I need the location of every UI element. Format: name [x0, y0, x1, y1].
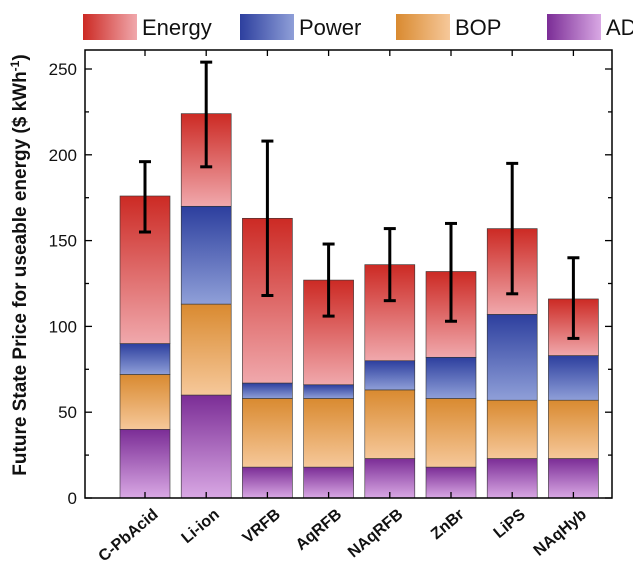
x-category-label: NAqRFB — [345, 506, 406, 561]
bar-c-pbacid-bop — [119, 374, 171, 430]
bar-naqhyb-add — [548, 458, 599, 499]
x-category-label: AqRFB — [293, 506, 345, 554]
y-axis-label-main: Future State Price for useable energy ($… — [10, 71, 31, 475]
bar-li-ion-add — [180, 394, 232, 499]
bar-vrfb-bop — [242, 398, 293, 468]
bar-naqrfb-bop — [364, 389, 416, 459]
x-category-label: Li-ion — [178, 506, 222, 547]
error-bar-vrfb — [261, 139, 274, 298]
x-category-label: ZnBr — [428, 506, 468, 543]
bar-lips-add — [486, 458, 538, 499]
error-bar-naqrfb — [383, 227, 396, 303]
y-axis-label-sup: -1 — [8, 60, 22, 71]
x-category-label: VRFB — [240, 506, 284, 547]
error-bars — [139, 60, 580, 340]
error-bar-aqrfb — [322, 242, 335, 318]
bar-znbr-power — [425, 356, 477, 399]
legend-swatch-energy — [83, 14, 137, 40]
bar-vrfb-power — [242, 382, 293, 399]
x-category-label: C-PbAcid — [95, 506, 161, 565]
bar-znbr-bop — [425, 398, 477, 468]
legend-label-energy: Energy — [142, 15, 212, 40]
legend-label-add: ADD — [606, 15, 633, 40]
y-tick-label: 150 — [49, 232, 77, 251]
x-category-label: NAqHyb — [531, 506, 590, 560]
y-tick-label: 0 — [68, 489, 77, 508]
y-axis-label: Future State Price for useable energy ($… — [8, 54, 31, 475]
error-bar-c-pbacid — [139, 160, 151, 234]
legend-label-bop: BOP — [455, 15, 501, 40]
legend-swatch-add — [547, 14, 601, 40]
y-tick-label: 100 — [49, 317, 77, 336]
bar-li-ion-power — [180, 205, 232, 305]
bar-lips-power — [486, 314, 538, 401]
bar-c-pbacid-power — [119, 343, 171, 375]
y-tick-label: 50 — [58, 403, 77, 422]
bars — [119, 113, 599, 499]
plot-frame — [84, 49, 613, 499]
error-bar-lips — [506, 161, 519, 296]
legend-swatch-bop — [396, 14, 450, 40]
bar-naqhyb-bop — [548, 399, 599, 459]
legend: Energy Power BOP ADD — [83, 14, 633, 40]
bar-lips-bop — [486, 399, 538, 459]
legend-swatch-power — [240, 14, 294, 40]
error-bar-znbr — [445, 221, 457, 323]
y-tick-label: 200 — [49, 146, 77, 165]
bar-naqrfb-power — [364, 360, 416, 391]
error-bar-li-ion — [200, 60, 213, 169]
error-bar-naqhyb — [567, 256, 580, 340]
y-axis-label-close: ) — [10, 54, 31, 60]
bar-li-ion-bop — [180, 303, 232, 396]
legend-label-power: Power — [299, 15, 361, 40]
bar-aqrfb-bop — [303, 398, 354, 468]
bar-c-pbacid-add — [119, 429, 171, 499]
y-tick-label: 250 — [49, 60, 77, 79]
bar-naqhyb-power — [548, 355, 599, 401]
x-category-label: LiPS — [491, 506, 529, 542]
bar-aqrfb-power — [303, 384, 354, 399]
